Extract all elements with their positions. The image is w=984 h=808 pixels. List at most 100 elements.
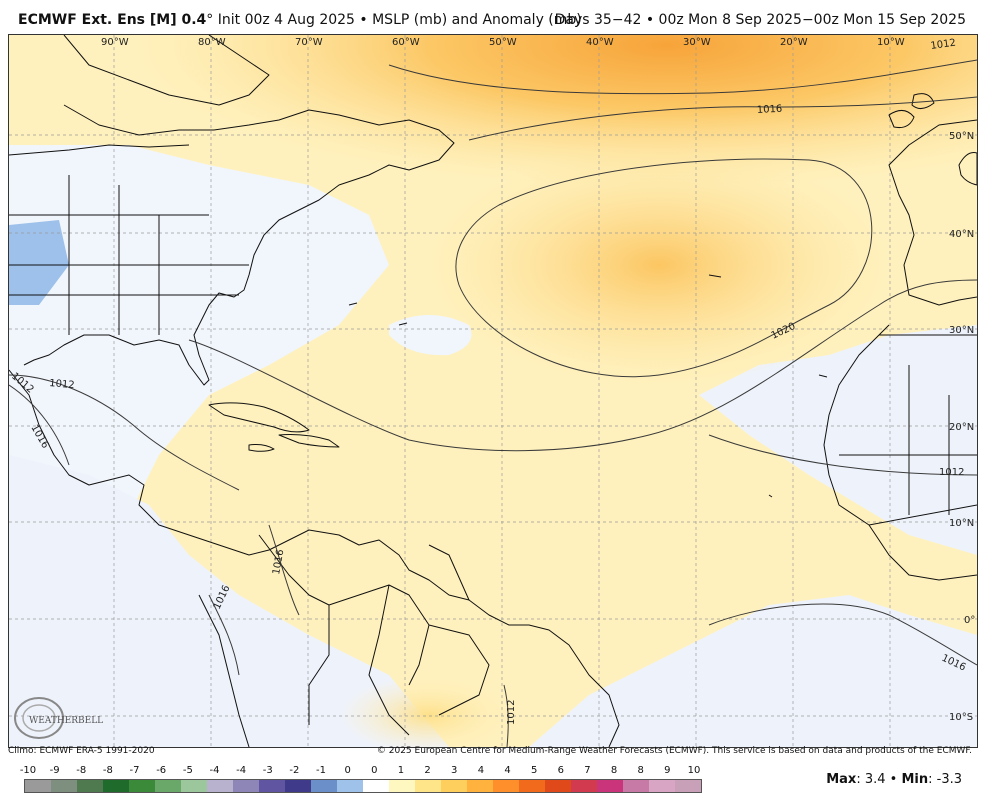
colorbar-cell xyxy=(519,780,545,792)
isobar-label: 1016 xyxy=(271,549,286,576)
legend-tick-label: -8 xyxy=(76,765,87,776)
colorbar-cell xyxy=(207,780,233,792)
logo-text: WEATHERBELL xyxy=(29,716,103,726)
isobar-label: 1016 xyxy=(757,104,783,116)
legend-tick-label: 5 xyxy=(530,765,538,776)
legend-tick-label: 1 xyxy=(397,765,405,776)
legend-tick-label: 7 xyxy=(584,765,591,776)
colorbar-cell xyxy=(493,780,519,792)
colorbar-cell xyxy=(311,780,337,792)
lon-label: 20°W xyxy=(780,37,808,48)
legend-tick-label: 3 xyxy=(451,765,458,776)
climo-credit: Climo: ECMWF ERA-5 1991-2020 xyxy=(8,746,155,756)
legend-tick-label: -5 xyxy=(182,765,193,776)
colorbar-cell xyxy=(415,780,441,792)
map-title: ECMWF Ext. Ens [M] 0.4° Init 00z 4 Aug 2… xyxy=(18,12,582,28)
legend-tick-label: 2 xyxy=(424,765,431,776)
legend-tick-label: -4 xyxy=(209,765,220,776)
init-product-text: Init 00z 4 Aug 2025 • MSLP (mb) and Anom… xyxy=(213,12,582,28)
colorbar-cell xyxy=(597,780,623,792)
colorbar-cell xyxy=(285,780,311,792)
isobar-lines xyxy=(9,59,977,747)
legend-tick-label: 4 xyxy=(477,765,485,776)
lon-label: 60°W xyxy=(392,37,420,48)
legend-tick-label: -9 xyxy=(49,765,60,776)
degree-symbol: ° xyxy=(206,12,214,28)
model-name: ECMWF Ext. Ens [M] 0.4 xyxy=(18,12,207,28)
colorbar-cell xyxy=(51,780,77,792)
colorbar-cell xyxy=(25,780,51,792)
legend-tick-label: -2 xyxy=(289,765,300,776)
legend-tick-label: -1 xyxy=(316,765,327,776)
legend-tick-label: 4 xyxy=(504,765,511,776)
colorbar-cell xyxy=(545,780,571,792)
colorbar-cell xyxy=(155,780,181,792)
colorbar-cell xyxy=(675,780,701,792)
max-value: : 3.4 xyxy=(856,772,886,787)
colorbar-cell xyxy=(337,780,363,792)
max-label: Max xyxy=(826,772,857,787)
colorbar-cell xyxy=(467,780,493,792)
high-anomaly-central xyxy=(429,145,889,385)
lon-label: 40°W xyxy=(586,37,614,48)
graticule xyxy=(9,35,977,747)
lon-label: 90°W xyxy=(101,37,129,48)
legend-labels: -10 -9 -8 -8 -7 -6 -5 -4 -4 -3 -2 -1 0 0 1 2 3 4 4 5 6 7 8 8 9 10 xyxy=(16,765,706,777)
isobar-label: 1012 xyxy=(939,467,964,478)
colorbar-cell xyxy=(649,780,675,792)
isobar-label: 1012 xyxy=(930,38,957,52)
colorbar-cell xyxy=(233,780,259,792)
lon-label: 50°W xyxy=(489,37,517,48)
colorbar-cell xyxy=(259,780,285,792)
map-canvas: 1012 1016 1020 1012 1012 1016 1016 1012 … xyxy=(9,35,977,747)
anomaly-colorbar xyxy=(24,779,702,793)
legend-tick-label: -4 xyxy=(236,765,247,776)
colorbar-cell xyxy=(181,780,207,792)
max-min-stats: Max: 3.4 • Min: -3.3 xyxy=(826,772,962,787)
copyright-credit: © 2025 European Centre for Medium-Range … xyxy=(376,746,972,756)
min-label: Min xyxy=(901,772,929,787)
lat-label: 10°S xyxy=(949,712,973,723)
colorbar-cell xyxy=(571,780,597,792)
legend-tick-label: 6 xyxy=(557,765,564,776)
lat-label: 50°N xyxy=(949,131,974,142)
legend-tick-label: -10 xyxy=(19,765,37,776)
lon-label: 70°W xyxy=(295,37,323,48)
min-value: : -3.3 xyxy=(928,772,962,787)
stats-separator: • xyxy=(885,772,902,787)
legend-tick-label: 0 xyxy=(371,765,378,776)
valid-period: Days 35−42 • 00z Mon 8 Sep 2025−00z Mon … xyxy=(554,12,966,28)
longitude-labels: 90°W 80°W 70°W 60°W 50°W 40°W 30°W 20°W … xyxy=(101,37,905,48)
lat-label: 20°N xyxy=(949,422,974,433)
high-anomaly-south xyxy=(339,675,519,747)
legend-tick-label: -3 xyxy=(262,765,273,776)
legend-tick-label: -6 xyxy=(156,765,167,776)
legend-tick-label: -8 xyxy=(102,765,113,776)
lat-label: 30°N xyxy=(949,325,974,336)
legend-tick-label: -7 xyxy=(129,765,140,776)
coastlines xyxy=(9,35,977,747)
legend-tick-label: 0 xyxy=(344,765,351,776)
map-panel: 1012 1016 1020 1012 1012 1016 1016 1012 … xyxy=(8,34,978,748)
latitude-labels: 50°N 40°N 30°N 20°N 10°N 0° 10°S xyxy=(949,131,975,723)
colorbar-cell xyxy=(129,780,155,792)
colorbar-cell xyxy=(389,780,415,792)
colorbar-cell xyxy=(623,780,649,792)
colorbar-cell xyxy=(363,780,389,792)
lon-label: 10°W xyxy=(877,37,905,48)
legend-tick-label: 8 xyxy=(637,765,644,776)
lat-label: 10°N xyxy=(949,518,974,529)
legend-tick-label: 10 xyxy=(687,765,701,776)
lat-label: 40°N xyxy=(949,229,974,240)
isobar-label: 1012 xyxy=(506,700,517,725)
isobar-label: 1012 xyxy=(49,378,75,391)
lon-label: 80°W xyxy=(198,37,226,48)
colorbar-cell xyxy=(77,780,103,792)
legend-tick-label: 9 xyxy=(664,765,671,776)
weatherbell-logo: WEATHERBELL xyxy=(14,697,103,739)
lon-label: 30°W xyxy=(683,37,711,48)
colorbar-cell xyxy=(441,780,467,792)
lat-label: 0° xyxy=(964,615,975,626)
colorbar-cell xyxy=(103,780,129,792)
legend-tick-label: 8 xyxy=(610,765,618,776)
